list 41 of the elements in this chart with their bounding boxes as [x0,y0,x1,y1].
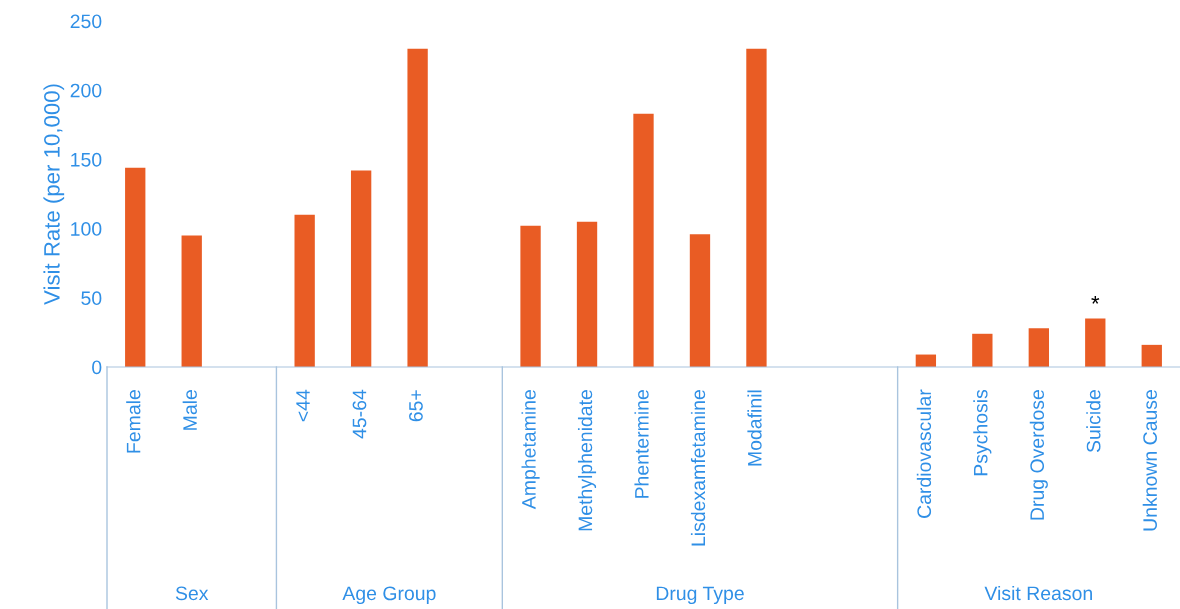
x-tick-label: 45-64 [352,389,367,439]
bar [576,221,598,367]
x-tick-label: <44 [296,389,310,422]
bar [689,234,711,367]
text: Sex [175,586,209,601]
bar [125,167,146,367]
y-tick-label: 100 [71,222,102,236]
bar [350,170,372,367]
x-tick-label: Psychosis [973,389,992,476]
bar [633,113,654,367]
x-tick-label: Male [182,390,197,430]
bar [746,48,767,367]
y-tick-label: 250 [70,14,102,29]
x-tick-label: Cardiovascular [916,389,932,518]
x-tick-label: Modafinil [747,390,762,466]
y-tick-label: 200 [70,83,102,98]
bar [1085,318,1106,367]
y-tick-label: 50 [81,291,102,306]
x-tick-label: Lisdexamfetamine [690,390,706,546]
text: Drug Type [656,586,744,605]
y-tick-label: 150 [71,152,102,167]
x-tick-label: 65+ [409,390,423,422]
text: Age Group [342,586,436,605]
bar [520,225,541,367]
x-tick-label: Suicide [1086,390,1101,453]
bar [407,48,428,367]
annotation: * [1091,295,1100,304]
text: Visit Reason [984,585,1092,601]
x-tick-label: Amphetamine [521,390,540,510]
x-tick-label: Phentermine [634,390,649,498]
x-tick-label: Drug Overdose [1029,390,1048,520]
y-tick-label: 0 [92,360,102,375]
bar [972,333,993,367]
bar [1141,344,1162,367]
x-tick-label: Female [126,390,141,453]
x-tick-label: Unknown Cause [1142,390,1157,531]
y-axis-title: Visit Rate (per 10,000) [43,84,65,305]
x-tick-label: Methylphenidate [577,390,597,531]
bar [1028,328,1049,367]
bar [294,214,315,367]
bar [181,235,202,367]
